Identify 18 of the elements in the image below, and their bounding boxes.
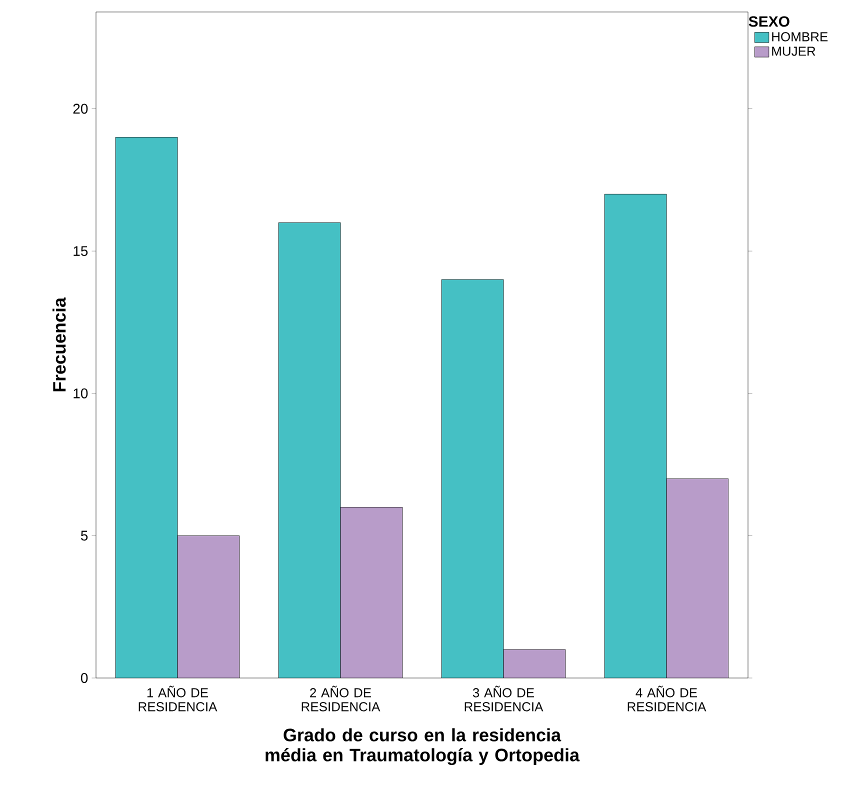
- x-axis-title: Grado de curso en la residencia média en Traumatología y Ortopedia: [266, 728, 580, 766]
- x-tick-label: 2 AÑO DE RESIDENCIA: [302, 686, 380, 712]
- y-axis-title: Frecuencia: [52, 297, 66, 392]
- y-tick-label: 5: [80, 530, 88, 541]
- legend-title: SEXO: [748, 16, 790, 27]
- bar: [115, 137, 178, 678]
- bar: [278, 222, 341, 678]
- y-tick-label: 10: [74, 388, 88, 398]
- x-tick-label: 3 AÑO DE RESIDENCIA: [464, 686, 544, 712]
- bar: [441, 279, 504, 678]
- bar: [604, 194, 667, 678]
- legend-label: MUJER: [772, 46, 816, 56]
- x-tick-label: 1 AÑO DE RESIDENCIA: [138, 686, 218, 712]
- legend-label: HOMBRE: [772, 32, 828, 42]
- x-tick-label: 4 AÑO DE RESIDENCIA: [628, 686, 706, 712]
- y-tick-label: 20: [73, 104, 88, 114]
- y-tick-label: 15: [74, 246, 88, 256]
- y-tick-label: 0: [80, 673, 88, 683]
